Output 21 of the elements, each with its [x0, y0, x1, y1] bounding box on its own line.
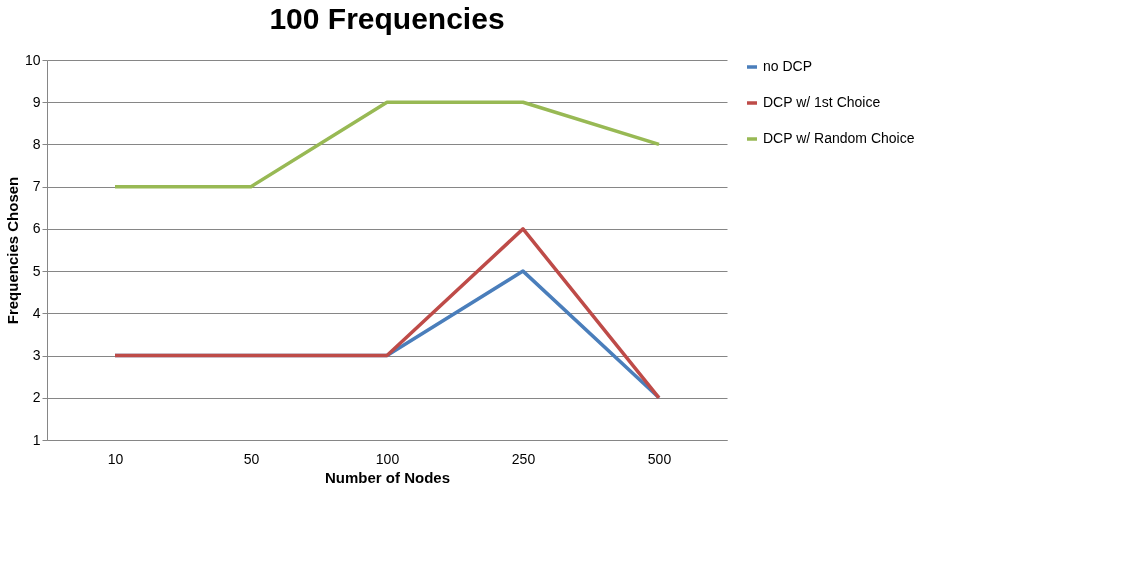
y-axis-title: Frequencies Chosen: [3, 176, 21, 325]
y-tick-label: 9: [32, 93, 41, 110]
y-tick-label: 4: [32, 304, 41, 321]
y-tick-label: 1: [32, 431, 41, 448]
y-tick-label: 8: [32, 135, 41, 152]
legend-label: DCP w/ 1st Choice: [763, 94, 881, 110]
y-tick-label: 3: [32, 347, 41, 364]
y-tick-label: 10: [24, 51, 41, 68]
legend-label: DCP w/ Random Choice: [763, 130, 915, 146]
x-tick-label: 500: [647, 450, 672, 467]
x-axis-title: Number of Nodes: [324, 468, 451, 486]
x-tick-label: 50: [243, 450, 260, 467]
legend-label: no DCP: [763, 58, 813, 74]
chart-title: 100 Frequencies: [269, 2, 505, 35]
x-tick-label: 100: [375, 450, 400, 467]
y-tick-label: 6: [32, 220, 41, 237]
x-tick-label: 10: [107, 450, 124, 467]
y-tick-label: 7: [32, 178, 41, 195]
y-tick-label: 5: [32, 262, 41, 279]
x-tick-label: 250: [511, 450, 536, 467]
y-tick-label: 2: [32, 389, 41, 406]
